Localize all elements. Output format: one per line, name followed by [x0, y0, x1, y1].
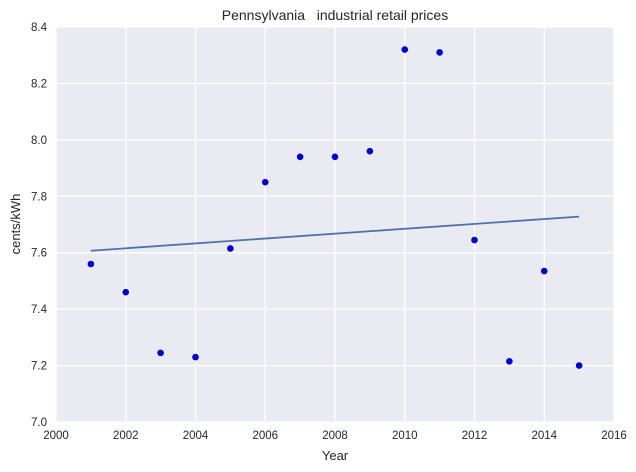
x-tick-label: 2012	[462, 430, 488, 442]
y-tick-label: 8.4	[31, 22, 48, 34]
y-tick-label: 7.0	[31, 417, 47, 429]
marks	[87, 46, 583, 369]
y-tick-label: 7.8	[31, 191, 47, 203]
data-point	[227, 245, 234, 252]
x-tick-label: 2016	[601, 430, 627, 442]
data-point	[331, 153, 339, 161]
chart-title: Pennsylvania industrial retail prices	[222, 7, 448, 23]
y-tick-label: 7.4	[31, 304, 48, 316]
x-tick-label: 2014	[531, 430, 557, 442]
data-point	[122, 288, 130, 296]
x-tick-label: 2006	[252, 430, 278, 442]
data-point	[506, 358, 513, 365]
data-point	[401, 46, 409, 53]
data-point	[261, 178, 269, 186]
data-point	[192, 353, 199, 361]
data-point	[436, 49, 443, 56]
grid	[55, 26, 615, 423]
data-point	[540, 267, 548, 275]
y-tick-label: 8.0	[31, 135, 47, 147]
y-tick-label: 8.2	[31, 78, 47, 90]
trend-line	[90, 215, 580, 252]
x-tick-labels: 2000 2002 2004 2006 2008 2010 2012 2014 2016	[43, 430, 627, 442]
data-point	[87, 260, 95, 268]
data-point	[157, 349, 164, 357]
y-tick-label: 7.2	[31, 361, 47, 373]
x-tick-label: 2004	[183, 430, 209, 442]
x-tick-label: 2010	[392, 430, 418, 442]
data-point	[471, 236, 478, 244]
data-point	[366, 147, 374, 155]
data-point	[296, 153, 304, 161]
y-tick-labels: 7.0 7.2 7.4 7.6 7.8 8.0 8.2 8.4	[31, 22, 48, 429]
x-tick-label: 2008	[322, 430, 348, 442]
data-point	[575, 362, 583, 369]
x-tick-label: 2000	[43, 430, 69, 442]
y-tick-label: 7.6	[31, 248, 47, 260]
x-tick-label: 2002	[113, 430, 139, 442]
x-axis-label: Year	[322, 448, 349, 463]
y-axis-label: cents/kWh	[8, 194, 23, 255]
